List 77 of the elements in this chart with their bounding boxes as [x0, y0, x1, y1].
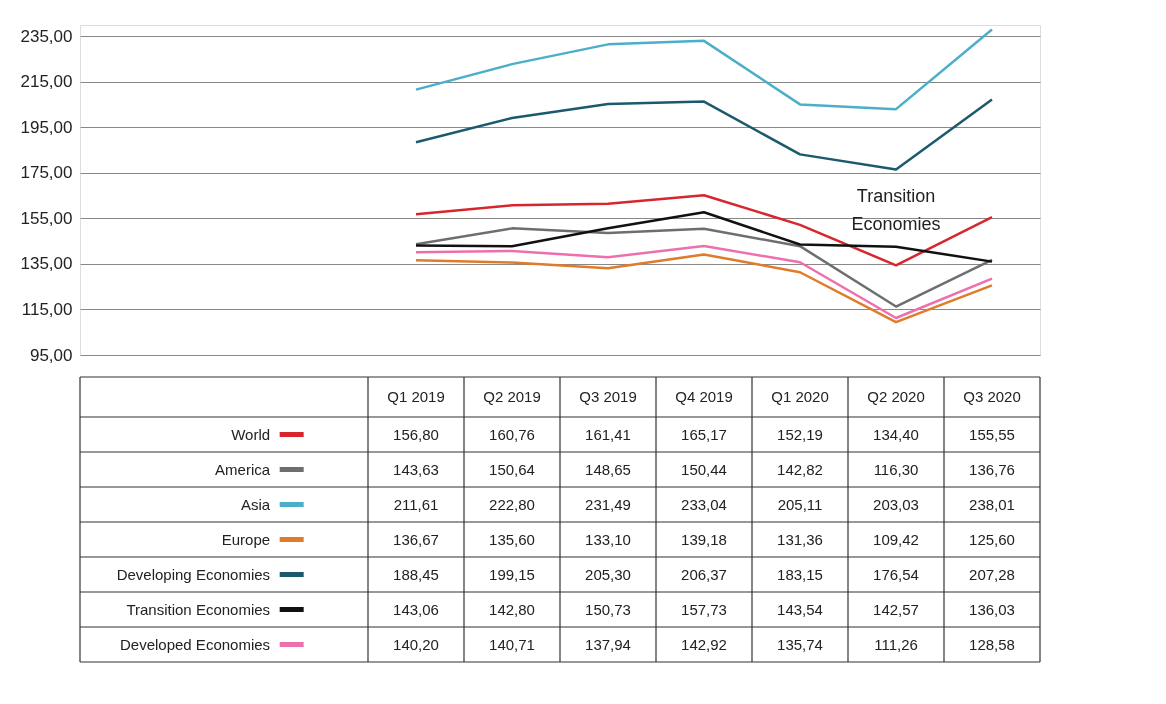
data-label: 233,04 — [681, 495, 727, 513]
x-tick-label: Q2 2020 — [867, 388, 925, 405]
y-tick-label: 235,00 — [20, 26, 73, 46]
data-label: 188,45 — [393, 565, 439, 583]
data-label: 165,17 — [681, 425, 727, 443]
data-label: 199,15 — [489, 565, 535, 583]
data-label: 152,19 — [777, 425, 823, 443]
x-tick-label: Q2 2019 — [483, 388, 541, 405]
data-label: 142,92 — [681, 635, 727, 653]
data-label: 150,73 — [585, 600, 631, 618]
legend-label: America — [215, 460, 271, 478]
x-tick-label: Q3 2019 — [579, 388, 637, 405]
y-tick-label: 175,00 — [20, 163, 73, 183]
y-tick-label: 95,00 — [29, 345, 73, 365]
data-label: 205,30 — [585, 565, 631, 583]
data-label: 150,44 — [681, 460, 727, 478]
data-label: 136,67 — [393, 530, 439, 548]
x-tick-label: Q3 2020 — [963, 388, 1021, 405]
x-tick-label: Q1 2019 — [387, 388, 445, 405]
data-label: 109,42 — [873, 530, 919, 548]
data-label: 142,57 — [873, 600, 919, 618]
x-tick-label: Q4 2019 — [675, 388, 733, 405]
data-label: 134,40 — [873, 425, 919, 443]
data-label: 205,11 — [777, 495, 823, 513]
data-label: 203,03 — [873, 495, 919, 513]
annotation: Transition Economies — [851, 185, 941, 234]
line-series — [414, 98, 994, 171]
data-label: 155,55 — [969, 425, 1015, 443]
data-label: 143,63 — [393, 460, 439, 478]
data-label: 161,41 — [585, 425, 631, 443]
data-label: 150,64 — [489, 460, 535, 478]
data-label: 137,94 — [585, 635, 631, 653]
data-label: 156,80 — [393, 425, 439, 443]
y-tick-label: 195,00 — [20, 117, 73, 137]
data-label: 143,06 — [393, 600, 439, 618]
data-label: 160,76 — [489, 425, 535, 443]
data-label: 142,80 — [489, 600, 535, 618]
line-series — [414, 253, 994, 324]
data-label: 211,61 — [393, 495, 439, 513]
data-label: 206,37 — [681, 565, 727, 583]
legend-label: Transition Economies — [126, 600, 271, 618]
data-label: 222,80 — [489, 495, 535, 513]
data-label: 157,73 — [681, 600, 727, 618]
data-label: 125,60 — [969, 530, 1015, 548]
data-label: 136,76 — [969, 460, 1015, 478]
data-label: 183,15 — [777, 565, 823, 583]
data-label: 207,28 — [969, 565, 1015, 583]
data-label: 131,36 — [777, 530, 823, 548]
data-label: 238,01 — [969, 495, 1015, 513]
data-label: 148,65 — [585, 460, 631, 478]
data-label: 116,30 — [873, 460, 919, 478]
data-label: 140,20 — [393, 635, 439, 653]
data-label: 136,03 — [969, 600, 1015, 618]
data-label: 139,18 — [681, 530, 727, 548]
legend-label: World — [231, 425, 271, 443]
legend-label: Developed Economies — [119, 635, 271, 653]
data-label: 231,49 — [585, 495, 631, 513]
data-label: 128,58 — [969, 635, 1015, 653]
legend-label: Asia — [240, 495, 271, 513]
y-tick-label: 135,00 — [20, 254, 73, 274]
line-series — [414, 244, 994, 320]
data-label: 133,10 — [585, 530, 631, 548]
legend-label: Developing Economies — [116, 565, 271, 583]
line-series — [414, 210, 994, 263]
legend-label: Europe — [221, 530, 271, 548]
data-label: 135,60 — [489, 530, 535, 548]
y-tick-label: 155,00 — [20, 208, 73, 228]
data-label: 143,54 — [777, 600, 823, 618]
data-label: 135,74 — [777, 635, 823, 653]
data-label: 176,54 — [873, 565, 919, 583]
y-tick-label: 115,00 — [21, 299, 73, 319]
y-tick-label: 215,00 — [20, 72, 73, 92]
line-series — [414, 28, 994, 111]
data-label: 111,26 — [874, 635, 918, 653]
data-label: 142,82 — [777, 460, 823, 478]
x-tick-label: Q1 2020 — [771, 388, 829, 405]
data-label: 140,71 — [489, 635, 535, 653]
